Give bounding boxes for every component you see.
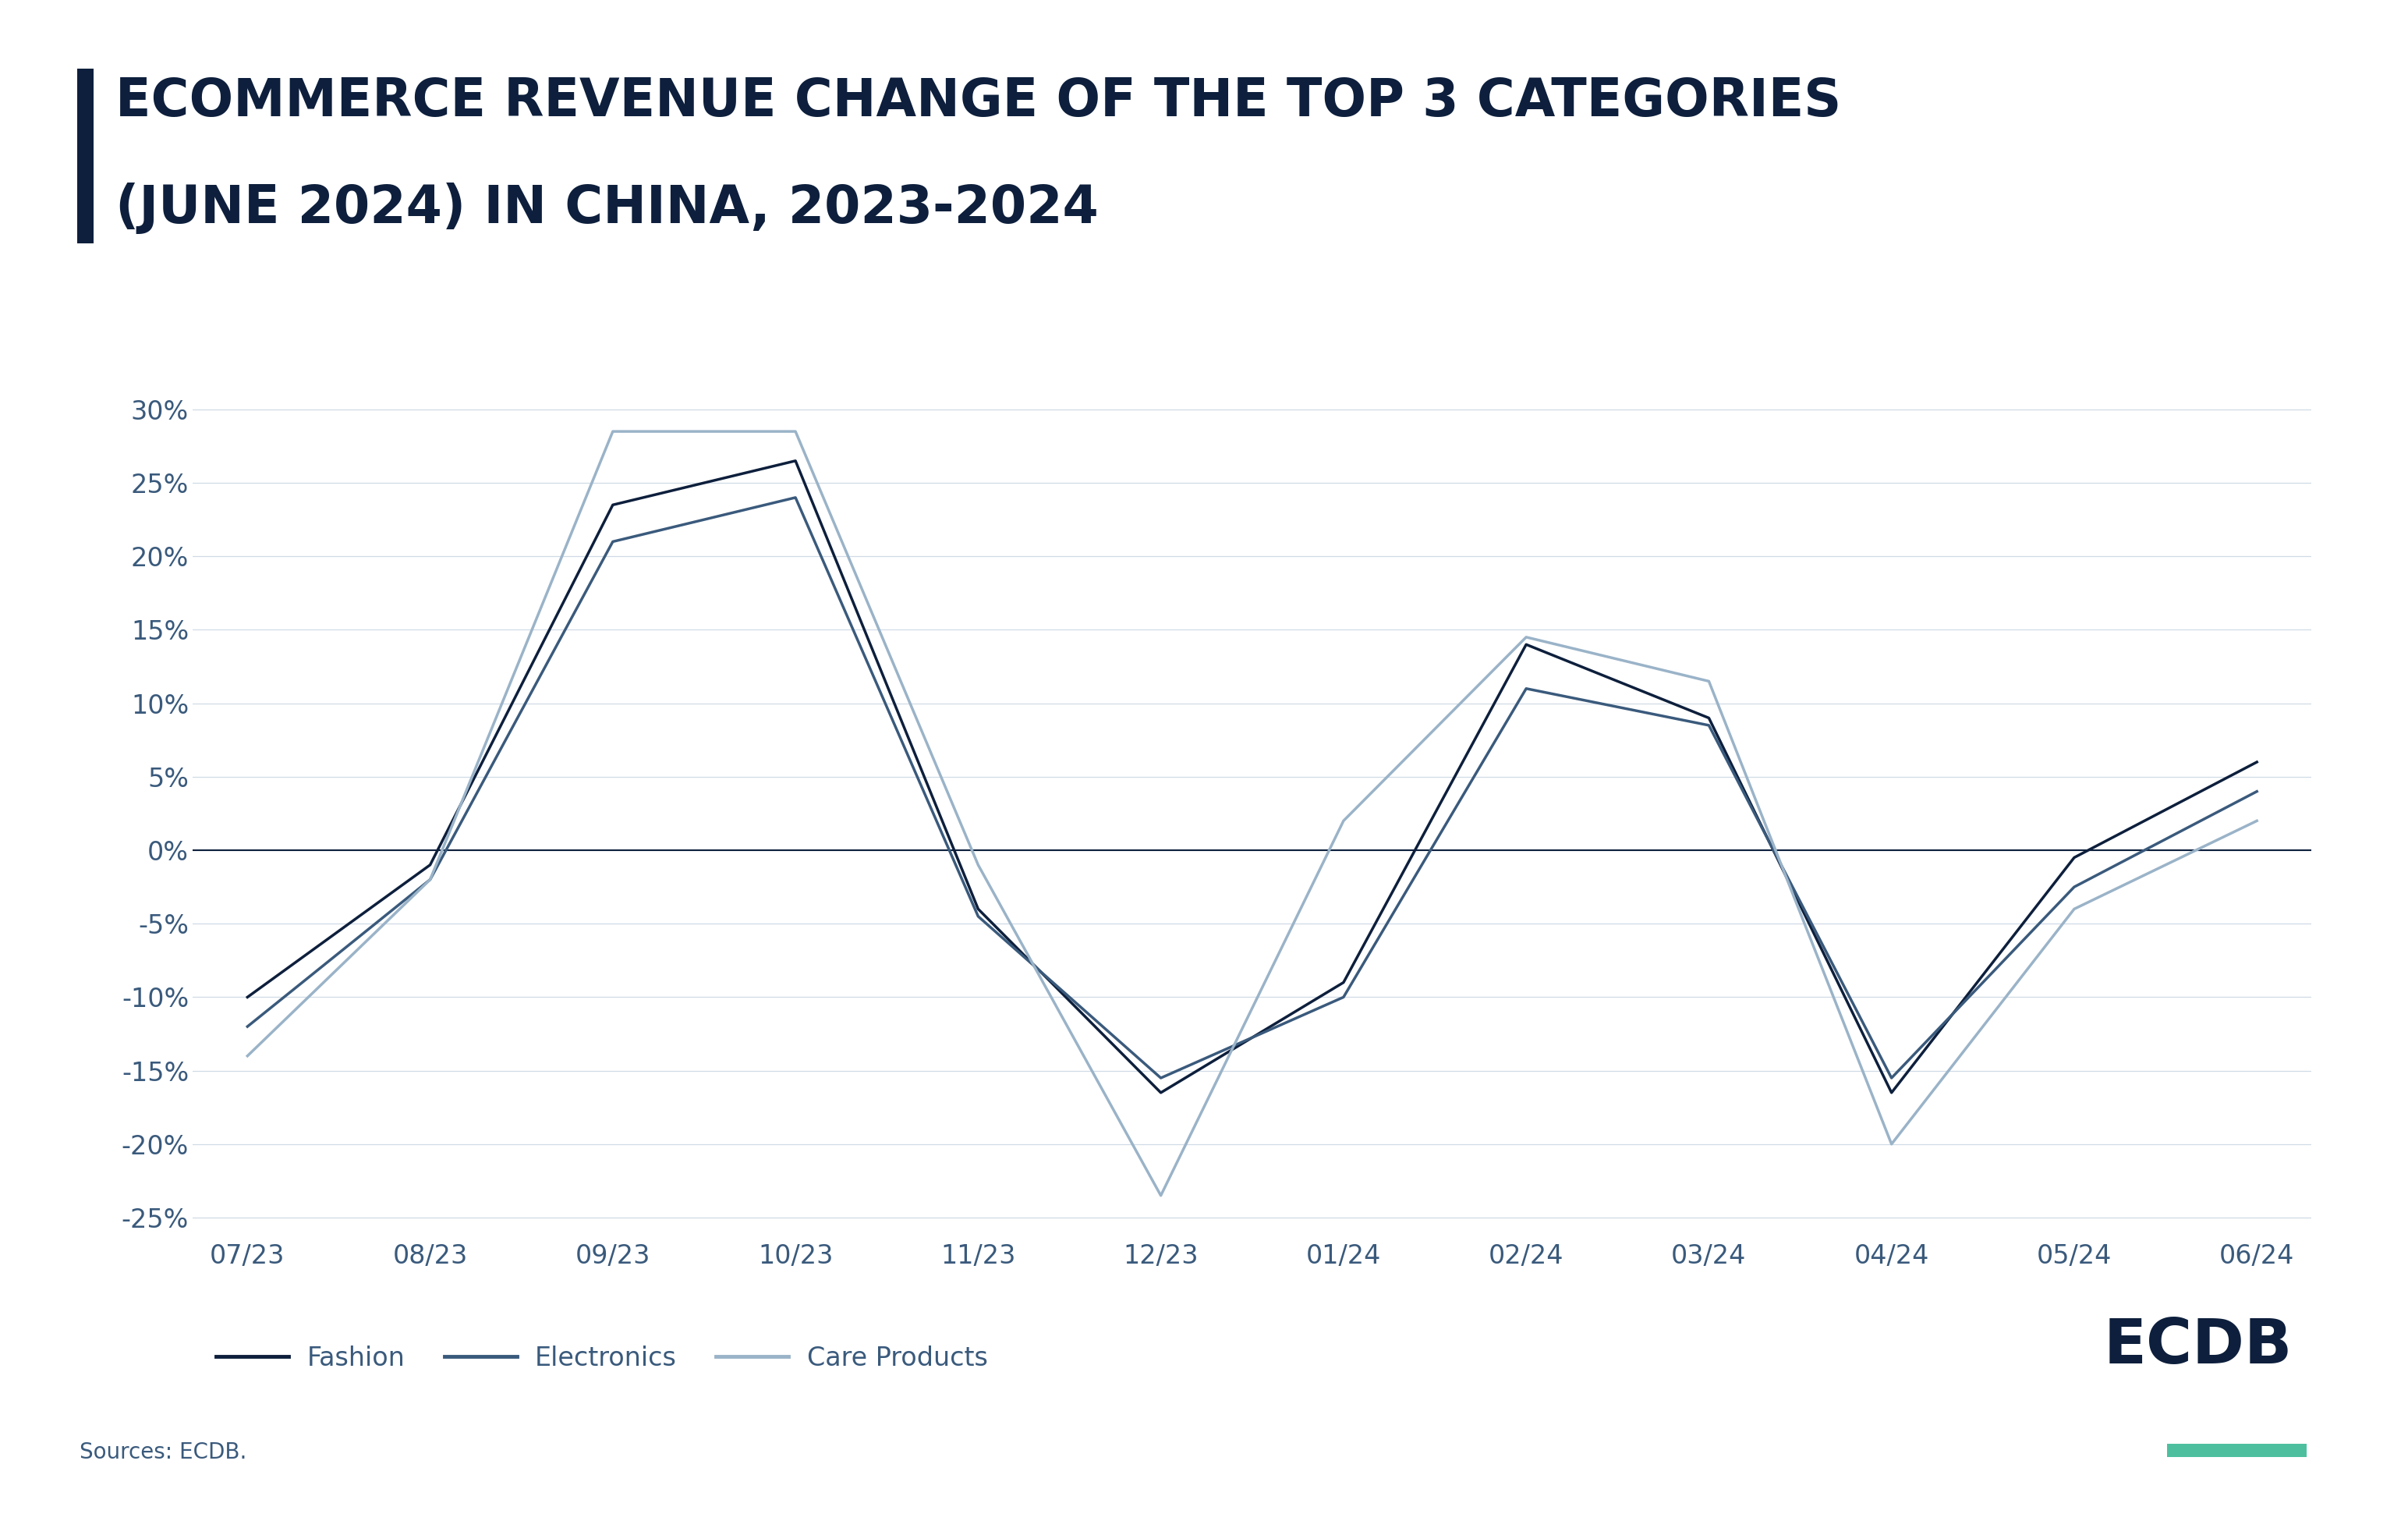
Text: ECOMMERCE REVENUE CHANGE OF THE TOP 3 CATEGORIES: ECOMMERCE REVENUE CHANGE OF THE TOP 3 CA… <box>116 76 1842 128</box>
Text: ECDB: ECDB <box>2105 1316 2292 1377</box>
Text: (JUNE 2024) IN CHINA, 2023-2024: (JUNE 2024) IN CHINA, 2023-2024 <box>116 183 1098 234</box>
Legend: Fashion, Electronics, Care Products: Fashion, Electronics, Care Products <box>205 1335 999 1381</box>
Text: Sources: ECDB.: Sources: ECDB. <box>79 1442 246 1463</box>
